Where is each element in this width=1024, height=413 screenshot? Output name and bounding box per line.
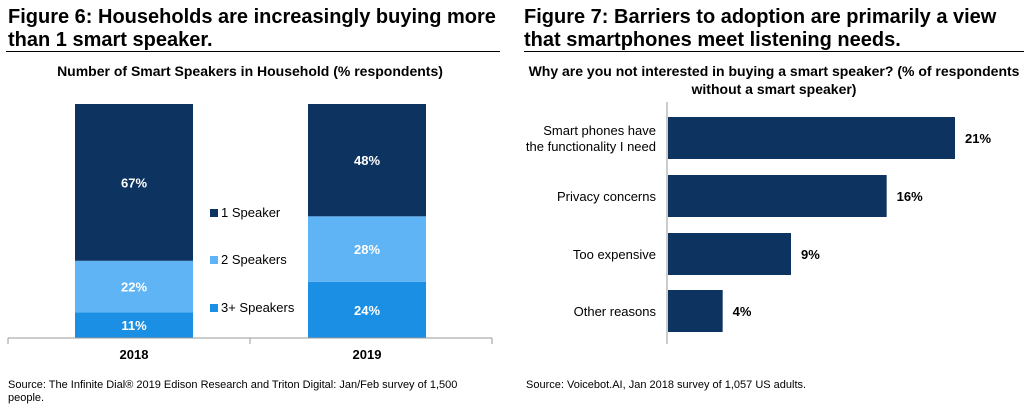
legend-swatch	[210, 304, 218, 312]
figure-6-panel: Figure 6: Households are increasingly bu…	[0, 0, 500, 413]
legend-swatch	[210, 209, 218, 217]
bar	[668, 233, 791, 275]
figure-7-title: Figure 7: Barriers to adoption are prima…	[524, 6, 997, 51]
data-label: 21%	[965, 131, 991, 146]
y-tick-label: Smart phones have	[543, 123, 656, 138]
x-tick-label: 2018	[120, 347, 149, 362]
y-tick-label: Privacy concerns	[557, 189, 656, 204]
bar-segment	[75, 104, 193, 261]
figure-7-chart-title: Why are you not interested in buying a s…	[528, 63, 1020, 97]
figure-6-chart-title: Number of Smart Speakers in Household (%…	[57, 63, 443, 79]
x-tick-label: 2019	[353, 347, 382, 362]
legend-label: 2 Speakers	[221, 252, 287, 267]
figure-7-panel: Figure 7: Barriers to adoption are prima…	[524, 0, 1024, 413]
legend-swatch	[210, 256, 218, 264]
bar-segment	[308, 216, 426, 282]
data-label: 67%	[121, 175, 147, 190]
data-label: 28%	[354, 242, 380, 257]
data-label: 9%	[801, 247, 820, 262]
y-tick-label: the functionality I need	[526, 139, 656, 154]
data-label: 24%	[354, 303, 380, 318]
bar	[668, 175, 887, 217]
legend-label: 1 Speaker	[221, 205, 281, 220]
figure-6-source: Source: The Infinite Dial® 2019 Edison R…	[8, 379, 458, 404]
figure-6-title: Figure 6: Households are increasingly bu…	[8, 6, 496, 51]
bar	[668, 290, 723, 332]
y-tick-label: Other reasons	[574, 304, 657, 319]
figure-7-title-rule	[524, 51, 1024, 52]
data-label: 11%	[121, 318, 147, 333]
data-label: 48%	[354, 153, 380, 168]
legend-label: 3+ Speakers	[221, 300, 295, 315]
bar	[668, 117, 955, 159]
y-tick-label: Too expensive	[573, 247, 656, 262]
data-label: 4%	[733, 304, 752, 319]
bar-segment	[75, 260, 193, 313]
bar-segment	[308, 281, 426, 338]
data-label: 22%	[121, 280, 147, 295]
figure-6-title-rule	[6, 51, 500, 52]
bar-segment	[75, 312, 193, 338]
stacked-bar-chart: 11% 22% 67% 2018 24% 28% 48% 2019 1 Speaker 2 Spe…	[7, 104, 493, 362]
data-label: 16%	[897, 189, 923, 204]
figure-7-source: Source: Voicebot.AI, Jan 2018 survey of …	[526, 379, 807, 391]
bar-segment	[308, 104, 426, 217]
